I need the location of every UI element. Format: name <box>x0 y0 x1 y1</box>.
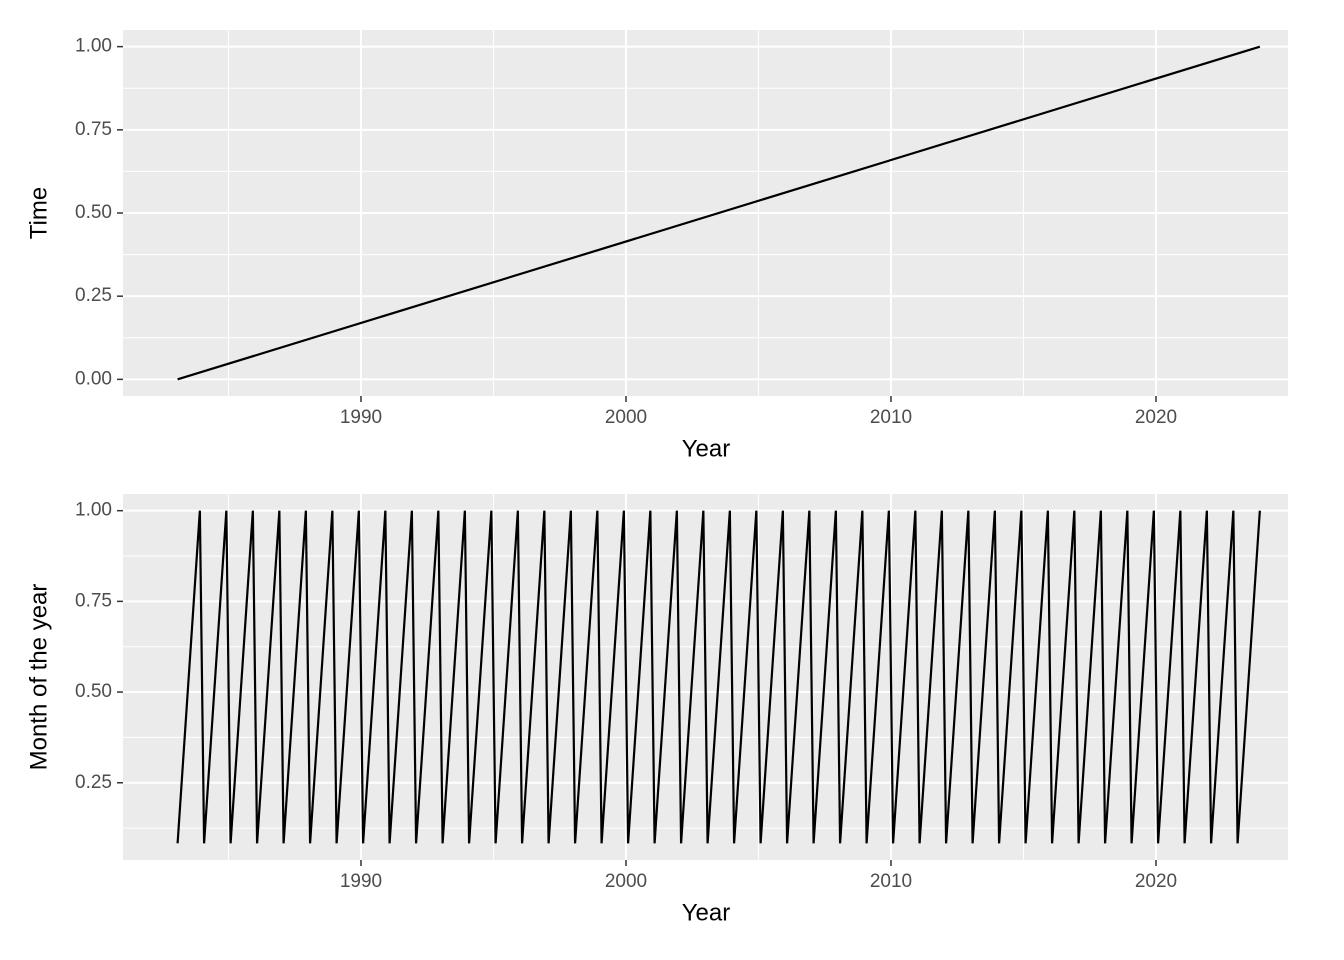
x-tick-label: 1990 <box>340 407 382 428</box>
y-tick-label: 1.00 <box>75 36 112 57</box>
y-tick-label: 0.00 <box>75 368 112 389</box>
y-axis-title: Time <box>25 187 52 239</box>
y-tick-label: 0.75 <box>75 119 112 140</box>
y-tick-label: 0.25 <box>75 772 112 793</box>
x-axis-title: Year <box>682 899 731 926</box>
panel: 0.00 0.25 0.50 0.75 1.00 1990 2000 2010 2020 Year… <box>25 30 1289 462</box>
y-tick-label: 0.50 <box>75 202 112 223</box>
x-tick-label: 2020 <box>1135 407 1177 428</box>
x-tick-label: 2000 <box>605 407 647 428</box>
y-tick-label: 0.25 <box>75 285 112 306</box>
panel: 0.25 0.50 0.75 1.00 1990 2000 2010 2020 Year Mont… <box>25 494 1289 926</box>
data-line <box>176 510 1261 844</box>
y-tick-label: 0.75 <box>75 590 112 611</box>
y-axis-title: Month of the year <box>25 584 52 771</box>
x-tick-label: 2010 <box>870 407 912 428</box>
y-tick-label: 0.50 <box>75 681 112 702</box>
x-tick-label: 2020 <box>1135 871 1177 892</box>
y-tick-label: 1.00 <box>75 500 112 521</box>
x-tick-label: 2000 <box>605 871 647 892</box>
x-axis-title: Year <box>682 435 731 462</box>
x-tick-label: 1990 <box>340 871 382 892</box>
data-line <box>177 45 1261 381</box>
x-tick-label: 2010 <box>870 871 912 892</box>
